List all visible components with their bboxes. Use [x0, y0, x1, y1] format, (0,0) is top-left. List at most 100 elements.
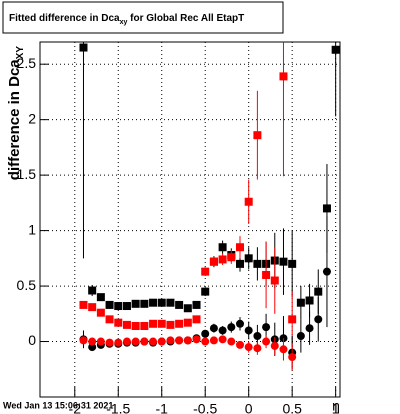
plot-frame — [39, 41, 341, 398]
marker-circle — [131, 337, 140, 346]
marker-square — [88, 303, 97, 312]
marker-circle — [279, 345, 288, 354]
marker-square — [314, 287, 323, 296]
marker-square — [166, 320, 175, 329]
marker-square — [192, 315, 201, 324]
marker-circle — [209, 336, 218, 345]
marker-square — [288, 259, 297, 268]
marker-square — [157, 298, 166, 307]
marker-circle — [105, 338, 114, 347]
marker-circle — [79, 336, 88, 345]
marker-circle — [253, 331, 262, 340]
marker-circle — [218, 326, 227, 335]
marker-square — [305, 296, 314, 305]
marker-square — [131, 322, 140, 330]
title-rest: for Global Rec All EtapT — [127, 13, 244, 24]
marker-square — [253, 131, 262, 140]
x-tick-label: 0.5 — [282, 401, 302, 414]
marker-circle — [244, 343, 253, 352]
marker-circle — [122, 337, 131, 346]
ylabel-sub: XY — [15, 46, 26, 60]
marker-square — [227, 253, 236, 262]
marker-square — [105, 300, 114, 309]
marker-square — [218, 243, 227, 252]
marker-square — [157, 319, 166, 328]
title-box — [2, 1, 284, 34]
marker-square — [79, 43, 88, 52]
marker-circle — [288, 353, 297, 362]
y-axis-title: difference in DcaXY — [6, 46, 26, 181]
title-sub: xy — [120, 19, 128, 26]
marker-circle — [88, 337, 97, 346]
marker-circle — [183, 336, 192, 345]
marker-circle — [305, 324, 314, 333]
marker-square — [270, 276, 279, 285]
ylabel-main: difference in Dca — [6, 59, 23, 181]
marker-circle — [201, 337, 210, 346]
x-tick-label: 0 — [245, 401, 253, 414]
marker-square — [140, 299, 149, 308]
marker-square — [122, 302, 131, 311]
marker-square — [201, 267, 210, 276]
y-tick-label: 0.5 — [17, 277, 37, 293]
marker-circle — [166, 336, 175, 345]
x-tick-label: 1 — [332, 401, 340, 414]
marker-circle — [201, 329, 210, 338]
marker-square — [201, 287, 210, 296]
marker-square — [96, 308, 105, 317]
x-tick-label: -1 — [156, 401, 169, 414]
marker-circle — [88, 343, 97, 352]
marker-circle — [157, 337, 166, 346]
x-tick-label: -1.5 — [106, 401, 130, 414]
marker-circle — [253, 344, 262, 353]
marker-square — [149, 298, 158, 307]
marker-circle — [114, 338, 123, 347]
marker-circle — [236, 319, 244, 328]
marker-circle — [322, 267, 331, 276]
marker-circle — [270, 341, 279, 350]
marker-circle — [227, 337, 236, 346]
marker-circle — [218, 335, 227, 344]
marker-square — [96, 293, 105, 302]
title-main: Fitted difference in Dca — [9, 13, 120, 24]
marker-circle — [96, 337, 105, 346]
marker-square — [105, 315, 114, 324]
marker-square — [279, 257, 288, 266]
marker-square — [331, 45, 340, 54]
y-tick-label: 2.5 — [17, 55, 37, 71]
marker-square — [183, 318, 192, 327]
marker-square — [192, 300, 201, 309]
marker-square — [114, 302, 123, 311]
marker-square — [236, 259, 244, 268]
marker-circle — [175, 336, 184, 345]
x-tick-label: -2 — [69, 401, 82, 414]
marker-circle — [149, 337, 158, 346]
marker-square — [183, 304, 192, 313]
marker-square — [122, 320, 131, 329]
marker-circle — [296, 331, 305, 340]
marker-square — [209, 257, 218, 266]
marker-square — [262, 270, 271, 279]
marker-circle — [209, 324, 218, 333]
chart-title: Fitted difference in Dcaxy for Global Re… — [9, 13, 244, 26]
marker-square — [88, 286, 97, 295]
marker-square — [253, 259, 262, 268]
marker-square — [131, 299, 140, 308]
y-tick-label: 2 — [28, 110, 36, 126]
marker-circle — [314, 315, 323, 324]
timestamp: Wed Jan 13 15:06:31 2021 — [3, 400, 113, 410]
marker-square — [244, 197, 253, 206]
marker-circle — [192, 335, 201, 344]
marker-square — [218, 255, 227, 264]
marker-square — [296, 298, 305, 307]
marker-square — [288, 315, 297, 324]
marker-circle — [244, 326, 253, 335]
marker-square — [279, 72, 288, 81]
marker-square — [244, 254, 253, 263]
marker-square — [322, 204, 331, 213]
y-tick-label: 1.5 — [17, 166, 37, 182]
marker-square — [236, 243, 244, 252]
y-tick-label: 1 — [28, 221, 36, 237]
